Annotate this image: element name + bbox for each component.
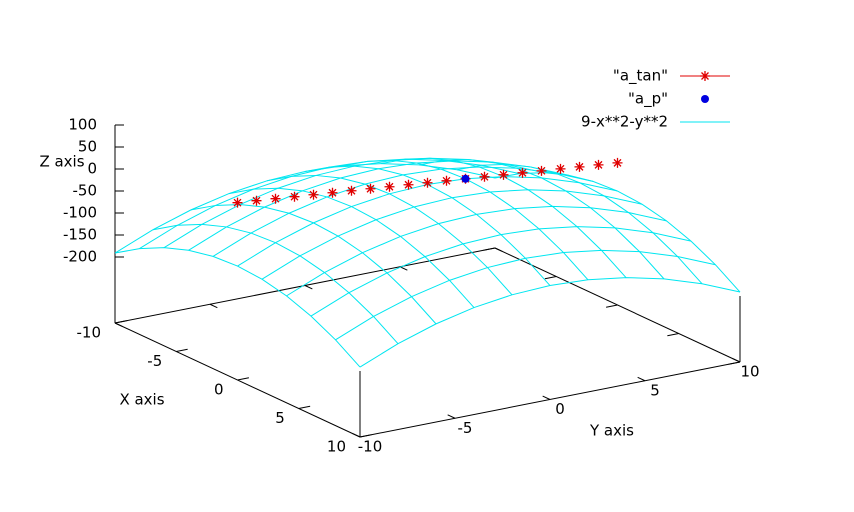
z-tick-label: 50 [78,138,97,156]
y-tick [494,247,503,252]
tangent-point [232,197,243,208]
x-tick-label: -10 [77,324,102,342]
x-tick [176,348,188,352]
x-axis-label: X axis [119,391,164,409]
mesh-line [228,187,475,308]
y-tick [542,395,551,400]
tangent-point [517,167,528,178]
y-tick-label: -10 [358,438,383,456]
x-tick-label: 0 [214,381,224,399]
mesh-line [114,247,361,368]
z-tick-label: 0 [87,160,97,178]
y-tick [114,322,123,327]
y-tick-label: 0 [555,400,565,418]
legend-marker [700,71,710,81]
tangent-point [498,169,509,180]
mesh-line [494,172,741,293]
y-tick [637,376,646,382]
y-tick-label: -5 [458,419,473,437]
y-axis-label: Y axis [589,422,634,440]
tangent-point [270,193,281,204]
z-tick-label: -100 [63,204,97,222]
legend-label: "a_p" [628,90,668,109]
x-tick [667,333,679,337]
tangent-point [403,179,414,190]
tangent-point [536,165,547,176]
mesh-line [152,223,399,345]
tangent-point [422,177,433,188]
tangent-point [251,195,262,206]
tangent-point [308,189,319,200]
x-tick [298,405,311,409]
tangent-point [289,191,300,202]
x-tick-label: 10 [327,438,346,456]
tangent-point [479,171,490,182]
x-tick [544,276,557,280]
z-tick-label: -150 [63,226,97,244]
y-tick [304,285,313,290]
x-tick [606,304,618,308]
mesh-line [418,159,665,280]
z-tick-label: 100 [68,116,97,134]
x-tick [728,361,741,365]
z-tick-label: -200 [63,248,97,266]
x-tick [237,377,249,381]
tangent-point [384,181,395,192]
tangent-point [327,187,338,198]
tangent-point [441,175,452,186]
x-tick [114,320,127,324]
y-tick-label: 10 [740,363,759,381]
x-tick [359,434,372,438]
x-tick [483,247,496,251]
point [461,174,470,183]
y-tick [447,414,456,419]
y-tick [352,433,361,438]
legend-label: "a_tan" [613,67,668,86]
tangent-point [574,161,585,172]
y-tick [732,358,741,363]
x-tick-label: 5 [275,409,285,427]
tangent-point [555,163,566,174]
legend-label: 9-x**2-y**2 [581,113,668,131]
z-tick-label: -50 [73,182,98,200]
tangent-point [346,185,357,196]
y-tick [209,303,218,309]
tangent-point [593,159,604,170]
mesh-line [266,174,513,296]
x-tick-label: -5 [147,352,162,370]
tangent-point [612,157,623,168]
y-tick-label: 5 [650,381,660,399]
mesh-line [190,204,437,325]
mesh-line [456,163,703,285]
tangent-point [365,183,376,194]
z-axis-label: Z axis [39,153,84,171]
legend-marker [701,95,709,103]
